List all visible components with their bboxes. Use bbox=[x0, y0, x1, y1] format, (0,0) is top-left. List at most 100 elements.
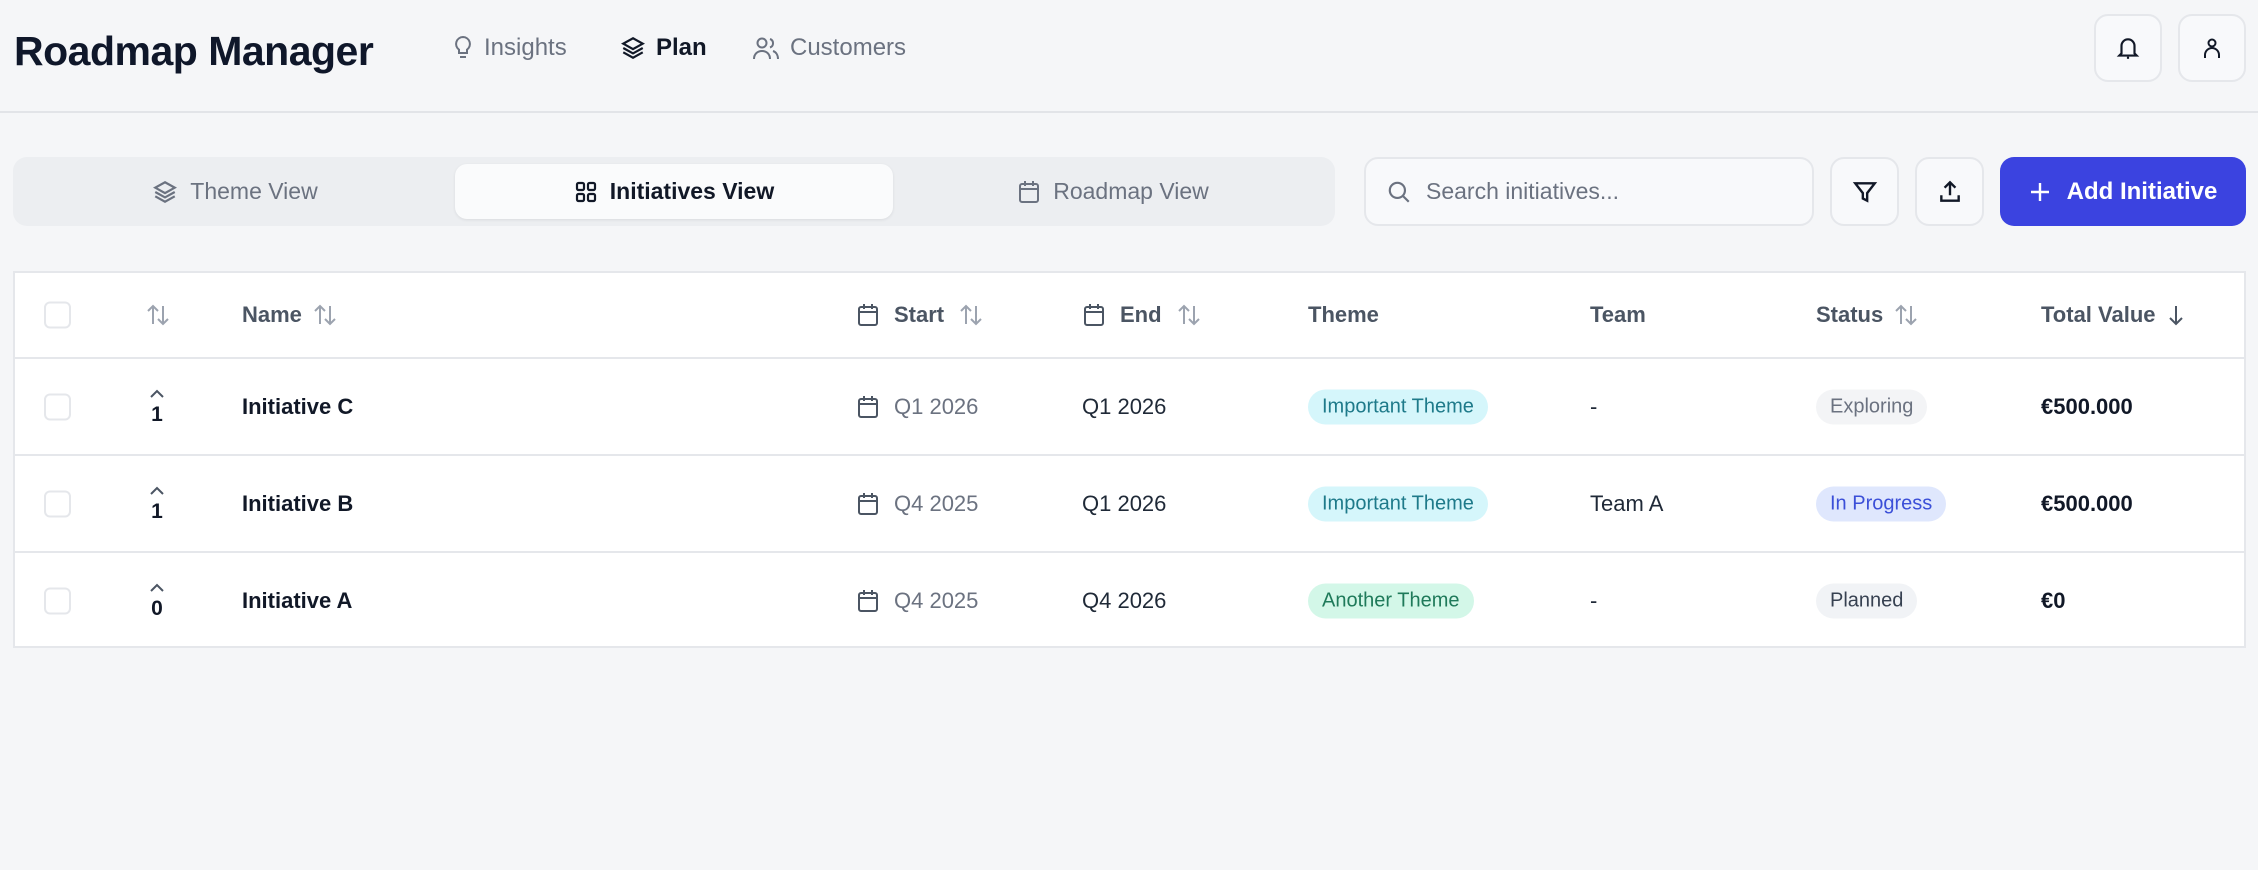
calendar-icon bbox=[1084, 304, 1104, 326]
initiative-name[interactable]: Initiative B bbox=[242, 490, 354, 516]
status-badge: Planned bbox=[1816, 583, 1918, 618]
grid-icon bbox=[575, 181, 596, 202]
theme-badge: Important Theme bbox=[1308, 486, 1488, 521]
calendar-icon bbox=[858, 492, 878, 515]
sort-desc-icon bbox=[2168, 306, 2183, 326]
column-label: Status bbox=[1816, 302, 1884, 327]
plus-icon bbox=[2030, 182, 2049, 201]
tab-label: Roadmap View bbox=[1053, 178, 1209, 204]
start-date[interactable]: Q4 2025 bbox=[856, 491, 978, 517]
column-total-value[interactable]: Total Value bbox=[2041, 302, 2186, 328]
upload-icon bbox=[1939, 180, 1960, 202]
tab-label: Initiatives View bbox=[609, 178, 775, 204]
status-badge: Exploring bbox=[1816, 389, 1928, 424]
initiative-name[interactable]: Initiative C bbox=[242, 393, 354, 419]
search-box[interactable] bbox=[1364, 157, 1814, 226]
column-status[interactable]: Status bbox=[1816, 302, 1919, 328]
upvote-chevron-icon[interactable] bbox=[148, 387, 166, 399]
export-button[interactable] bbox=[1915, 157, 1984, 226]
sort-icon bbox=[1895, 304, 1917, 326]
filter-button[interactable] bbox=[1830, 157, 1899, 226]
row-checkbox[interactable] bbox=[44, 587, 71, 614]
vote-control: 0 bbox=[148, 581, 166, 621]
total-value: €500.000 bbox=[2041, 490, 2133, 516]
search-input[interactable] bbox=[1426, 178, 1786, 205]
calendar-icon bbox=[858, 589, 878, 612]
column-end[interactable]: End bbox=[1082, 302, 1202, 328]
view-toggle: Theme View Initiatives View Roadmap View bbox=[13, 157, 1335, 226]
users-icon bbox=[753, 37, 779, 60]
vote-count: 1 bbox=[151, 499, 163, 523]
column-label: Team bbox=[1590, 302, 1646, 327]
sort-icon bbox=[147, 304, 169, 326]
profile-button[interactable] bbox=[2178, 14, 2246, 82]
initiatives-table: Name Start End Theme Team Status Total V… bbox=[13, 271, 2246, 648]
nav-label: Customers bbox=[790, 34, 907, 61]
team: - bbox=[1590, 587, 1598, 613]
row-checkbox[interactable] bbox=[44, 490, 71, 517]
column-label: End bbox=[1120, 302, 1162, 327]
layers-icon bbox=[153, 180, 178, 203]
column-label: Name bbox=[242, 302, 302, 327]
nav-insights[interactable]: Insights bbox=[452, 34, 567, 62]
add-initiative-button[interactable]: Add Initiative bbox=[2000, 157, 2246, 226]
sort-icon bbox=[1177, 304, 1200, 326]
start-date-value: Q1 2026 bbox=[894, 393, 979, 419]
top-header: Roadmap Manager Insights Plan Customers bbox=[0, 0, 2258, 113]
nav-label: Insights bbox=[484, 34, 567, 61]
votes-sort[interactable] bbox=[145, 303, 171, 327]
app-title: Roadmap Manager bbox=[14, 28, 374, 74]
upvote-chevron-icon[interactable] bbox=[148, 484, 166, 496]
calendar-icon bbox=[858, 304, 878, 326]
column-theme: Theme bbox=[1308, 302, 1379, 328]
layers-icon bbox=[621, 37, 645, 59]
team: - bbox=[1590, 393, 1598, 419]
status-badge: In Progress bbox=[1816, 486, 1947, 521]
nav-label: Plan bbox=[656, 34, 707, 61]
upvote-chevron-icon[interactable] bbox=[148, 581, 166, 593]
table-header-row: Name Start End Theme Team Status Total V… bbox=[15, 273, 2244, 359]
end-date[interactable]: Q1 2026 bbox=[1082, 393, 1167, 419]
vote-control: 1 bbox=[148, 387, 166, 427]
table-row[interactable]: 0 Initiative A Q4 2025 Q4 2026 Another T… bbox=[15, 553, 2244, 648]
nav-plan[interactable]: Plan bbox=[620, 34, 707, 62]
column-team: Team bbox=[1590, 302, 1646, 328]
theme-badge: Important Theme bbox=[1308, 389, 1488, 424]
bell-icon bbox=[2116, 38, 2140, 59]
tab-label: Theme View bbox=[190, 178, 318, 204]
column-start[interactable]: Start bbox=[856, 302, 984, 328]
team: Team A bbox=[1590, 490, 1664, 516]
vote-control: 1 bbox=[148, 484, 166, 524]
tab-roadmap-view[interactable]: Roadmap View bbox=[898, 164, 1328, 219]
sort-icon bbox=[314, 304, 336, 326]
start-date-value: Q4 2025 bbox=[894, 587, 979, 613]
row-checkbox[interactable] bbox=[44, 393, 71, 420]
theme-badge: Another Theme bbox=[1308, 583, 1474, 618]
column-label: Total Value bbox=[2041, 302, 2156, 327]
user-icon bbox=[2204, 38, 2220, 58]
calendar-icon bbox=[1019, 180, 1040, 203]
end-date[interactable]: Q1 2026 bbox=[1082, 490, 1167, 516]
table-row[interactable]: 1 Initiative B Q4 2025 Q1 2026 Important… bbox=[15, 456, 2244, 553]
filter-icon bbox=[1852, 181, 1877, 203]
tab-theme-view[interactable]: Theme View bbox=[20, 164, 450, 219]
start-date[interactable]: Q4 2025 bbox=[856, 588, 978, 614]
add-initiative-label: Add Initiative bbox=[2066, 177, 2218, 205]
column-name[interactable]: Name bbox=[242, 302, 338, 328]
initiative-name[interactable]: Initiative A bbox=[242, 587, 353, 613]
end-date[interactable]: Q4 2026 bbox=[1082, 587, 1167, 613]
tab-initiatives-view[interactable]: Initiatives View bbox=[455, 164, 893, 219]
nav-customers[interactable]: Customers bbox=[752, 34, 906, 62]
notifications-button[interactable] bbox=[2094, 14, 2162, 82]
select-all-checkbox[interactable] bbox=[44, 301, 71, 329]
column-label: Theme bbox=[1308, 302, 1379, 327]
calendar-icon bbox=[858, 395, 878, 418]
total-value: €500.000 bbox=[2041, 393, 2133, 419]
lightbulb-icon bbox=[455, 35, 471, 58]
vote-count: 0 bbox=[151, 596, 163, 620]
sort-icon bbox=[960, 304, 982, 326]
vote-count: 1 bbox=[151, 402, 163, 426]
table-row[interactable]: 1 Initiative C Q1 2026 Q1 2026 Important… bbox=[15, 359, 2244, 456]
start-date[interactable]: Q1 2026 bbox=[856, 394, 978, 420]
search-icon bbox=[1388, 181, 1410, 203]
